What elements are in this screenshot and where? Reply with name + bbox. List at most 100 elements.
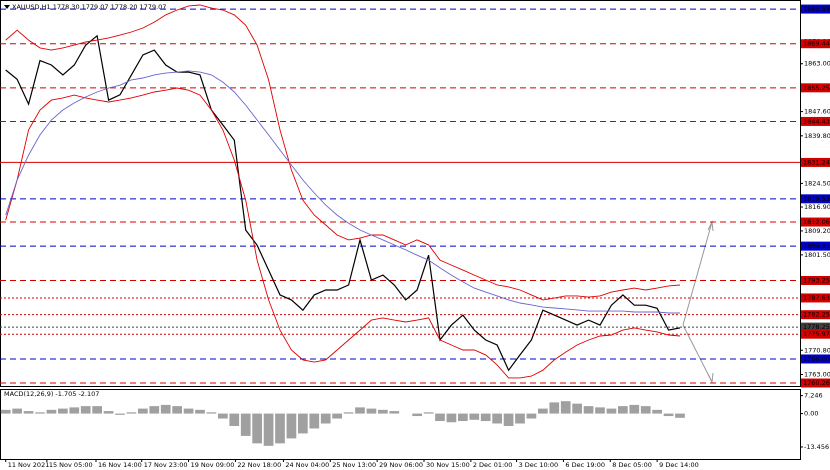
- macd-bar: [332, 413, 342, 419]
- y-tick-label: 1839.80: [804, 132, 830, 140]
- x-tick-label: 6 Dec 19:00: [565, 461, 605, 469]
- macd-bar: [80, 406, 91, 414]
- macd-bar: [23, 411, 34, 414]
- macd-bar: [252, 413, 262, 444]
- macd-bar: [240, 413, 251, 436]
- y-tick-label: 1801.50: [804, 251, 830, 259]
- symbol-icon: [4, 5, 10, 9]
- y-tick-label: 1847.60: [804, 108, 830, 116]
- projection-arrows: [682, 220, 714, 384]
- x-tick-label: 24 Nov 04:00: [285, 461, 329, 469]
- y-tick-label: 1816.90: [804, 203, 830, 211]
- macd-bar: [435, 413, 445, 422]
- level-box: [801, 293, 830, 303]
- macd-bar: [126, 412, 137, 414]
- macd-bar: [115, 413, 125, 415]
- macd-bar: [389, 411, 400, 414]
- macd-bar: [160, 404, 171, 414]
- price-line: [5, 4, 681, 301]
- level-box: [801, 157, 830, 167]
- chart-title: XAUUSD,H1 1778.30 1779.07 1778.20 1779.0…: [12, 3, 166, 11]
- x-tick-label: 29 Nov 06:00: [379, 461, 423, 469]
- macd-bar: [526, 413, 537, 419]
- price-line: [5, 70, 680, 314]
- macd-bar: [515, 413, 525, 424]
- level-box: [801, 241, 830, 251]
- level-box: [801, 194, 830, 204]
- macd-bar: [412, 413, 422, 417]
- macd-bar: [103, 411, 114, 414]
- macd-bar: [172, 406, 182, 414]
- y-tick-label: -13.456: [804, 443, 829, 451]
- level-box: [801, 83, 830, 93]
- level-box: [801, 217, 830, 227]
- y-tick-label: 1763.00: [804, 371, 830, 379]
- level-label: 1869.44: [803, 40, 830, 48]
- level-label: 1831.24: [803, 158, 830, 166]
- macd-bar: [366, 408, 377, 414]
- macd-bar: [35, 412, 45, 414]
- macd-bar: [58, 408, 68, 414]
- macd-bar: [560, 401, 571, 414]
- macd-bar: [229, 413, 240, 426]
- level-box: [801, 39, 830, 49]
- x-tick-label: 25 Nov 13:00: [332, 461, 376, 469]
- macd-bar: [275, 413, 285, 444]
- price-line: [5, 34, 681, 372]
- level-label: 1812.06: [803, 218, 830, 226]
- price-line: [5, 87, 681, 379]
- y-tick-label: 0.00: [804, 410, 818, 418]
- macd-bar: [640, 406, 651, 414]
- macd-bar: [469, 413, 480, 420]
- level-box: [801, 310, 830, 320]
- macd-bar: [572, 403, 582, 414]
- macd-bar: [309, 413, 320, 429]
- y-tick-label: 7.246: [804, 392, 823, 400]
- x-tick-label: 16 Nov 14:00: [98, 461, 142, 469]
- level-label: 1819.53: [803, 195, 830, 203]
- macd-bar: [675, 413, 685, 418]
- level-box: [801, 4, 830, 14]
- macd-bar: [298, 413, 308, 434]
- level-label: 1782.25: [803, 311, 830, 319]
- level-box: [801, 322, 830, 332]
- x-tick-label: 22 Nov 18:00: [237, 461, 281, 469]
- y-tick-label: 1863.00: [804, 60, 830, 68]
- level-box: [801, 116, 830, 126]
- macd-bar: [378, 409, 388, 414]
- macd-bar: [480, 413, 491, 422]
- x-tick-label: 19 Nov 09:00: [191, 461, 235, 469]
- level-label: 1855.25: [803, 84, 830, 92]
- macd-bar: [606, 408, 617, 414]
- level-label: 1768.00: [803, 355, 830, 363]
- macd-bar: [446, 413, 457, 423]
- macd-bar: [423, 412, 434, 414]
- macd-bar: [343, 412, 354, 414]
- level-label: 1778.25: [803, 323, 830, 331]
- macd-bar: [92, 406, 102, 414]
- macd-bar: [12, 408, 22, 414]
- macd-bar: [458, 413, 468, 422]
- macd-bar: [629, 404, 640, 414]
- x-tick-label: 11 Nov 2021: [8, 461, 50, 469]
- macd-bar: [663, 413, 674, 417]
- x-tick-label: 3 Dec 10:00: [519, 461, 559, 469]
- y-tick-label: 1770.80: [804, 346, 830, 354]
- macd-bar: [183, 408, 194, 414]
- macd-bar: [138, 408, 148, 414]
- y-tick-label: 1824.50: [804, 179, 830, 187]
- level-label: 1793.25: [803, 276, 830, 284]
- macd-bar: [503, 413, 514, 426]
- macd-bar: [583, 406, 594, 414]
- macd-bar: [595, 407, 605, 414]
- level-box: [801, 378, 830, 388]
- x-tick-label: 8 Dec 05:00: [612, 461, 652, 469]
- macd-bar: [549, 402, 560, 414]
- x-tick-label: 30 Nov 15:00: [426, 461, 470, 469]
- macd-frame: [0, 389, 801, 460]
- macd-bar: [206, 412, 217, 414]
- level-box: [801, 275, 830, 285]
- macd-bar: [195, 409, 205, 414]
- x-tick-label: 15 Nov 05:00: [49, 461, 93, 469]
